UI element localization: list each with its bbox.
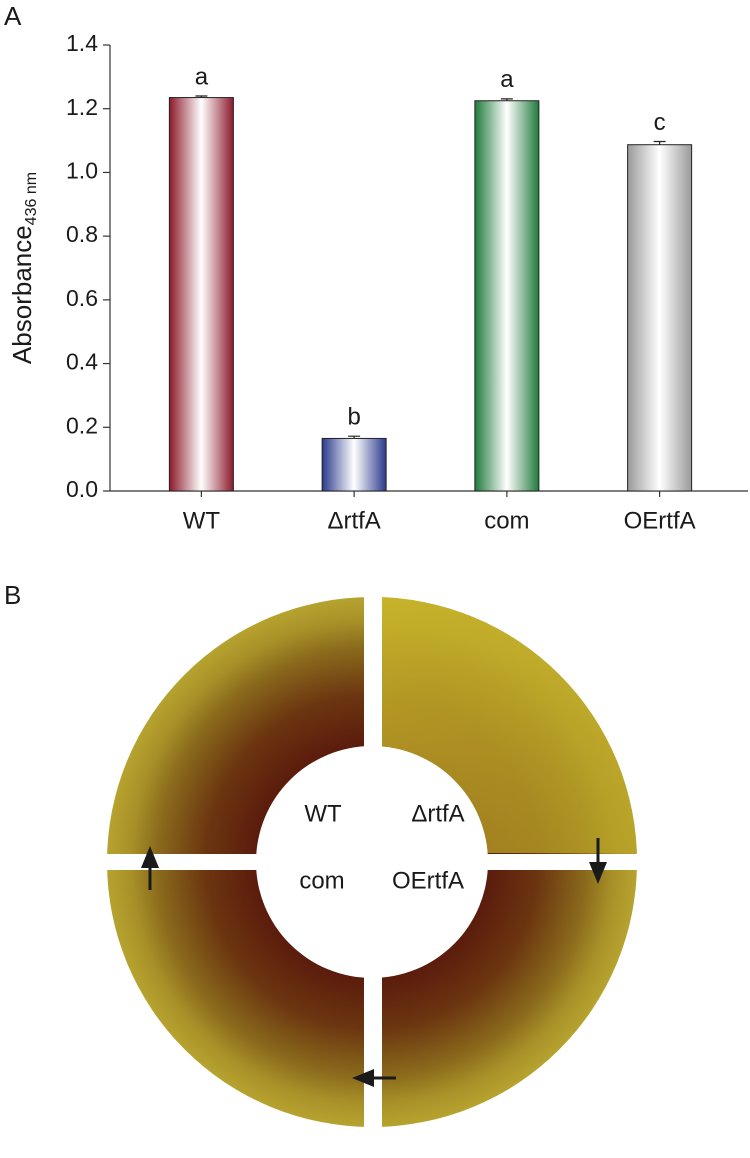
quadrant-label: OErtfA — [392, 867, 464, 894]
x-tick-label: WT — [183, 507, 221, 534]
y-tick-label: 0.8 — [66, 221, 98, 247]
x-tick-label: com — [484, 507, 529, 534]
error-bar — [500, 98, 513, 101]
quadrant-label: ΔrtfA — [411, 800, 464, 827]
bar — [321, 437, 387, 492]
y-axis-label: Absorbance436 nm — [7, 172, 40, 364]
arrows — [141, 838, 607, 1087]
error-bar — [653, 140, 666, 145]
gap — [100, 854, 660, 870]
y-tick-label: 1.4 — [66, 30, 98, 56]
y-label-sub: 436 nm — [23, 172, 40, 225]
error-bar — [348, 435, 361, 439]
quadrant-label: WT — [304, 800, 342, 827]
y-tick-label: 0.6 — [66, 285, 98, 311]
y-tick-label: 0.2 — [66, 412, 98, 438]
quadrant-label: com — [299, 867, 344, 894]
y-tick-label: 0.4 — [66, 349, 98, 375]
x-tick-label: ΔrtfA — [327, 507, 380, 534]
error-bar — [195, 95, 208, 98]
bar — [474, 100, 540, 492]
bar — [627, 144, 693, 492]
x-tick-label: OErtfA — [624, 507, 696, 534]
y-label-main: Absorbance — [7, 225, 37, 364]
significance-letter: a — [500, 66, 514, 93]
y-tick-label: 0.0 — [66, 476, 98, 502]
panel-label: B — [4, 580, 21, 610]
panel-label: A — [4, 1, 22, 31]
significance-letter: a — [195, 63, 209, 90]
y-tick-label: 1.2 — [66, 94, 98, 120]
significance-letter: c — [654, 109, 666, 136]
significance-letter: b — [347, 404, 360, 431]
bar — [168, 97, 234, 492]
plate-photo — [100, 590, 660, 1135]
y-tick-label: 1.0 — [66, 158, 98, 184]
